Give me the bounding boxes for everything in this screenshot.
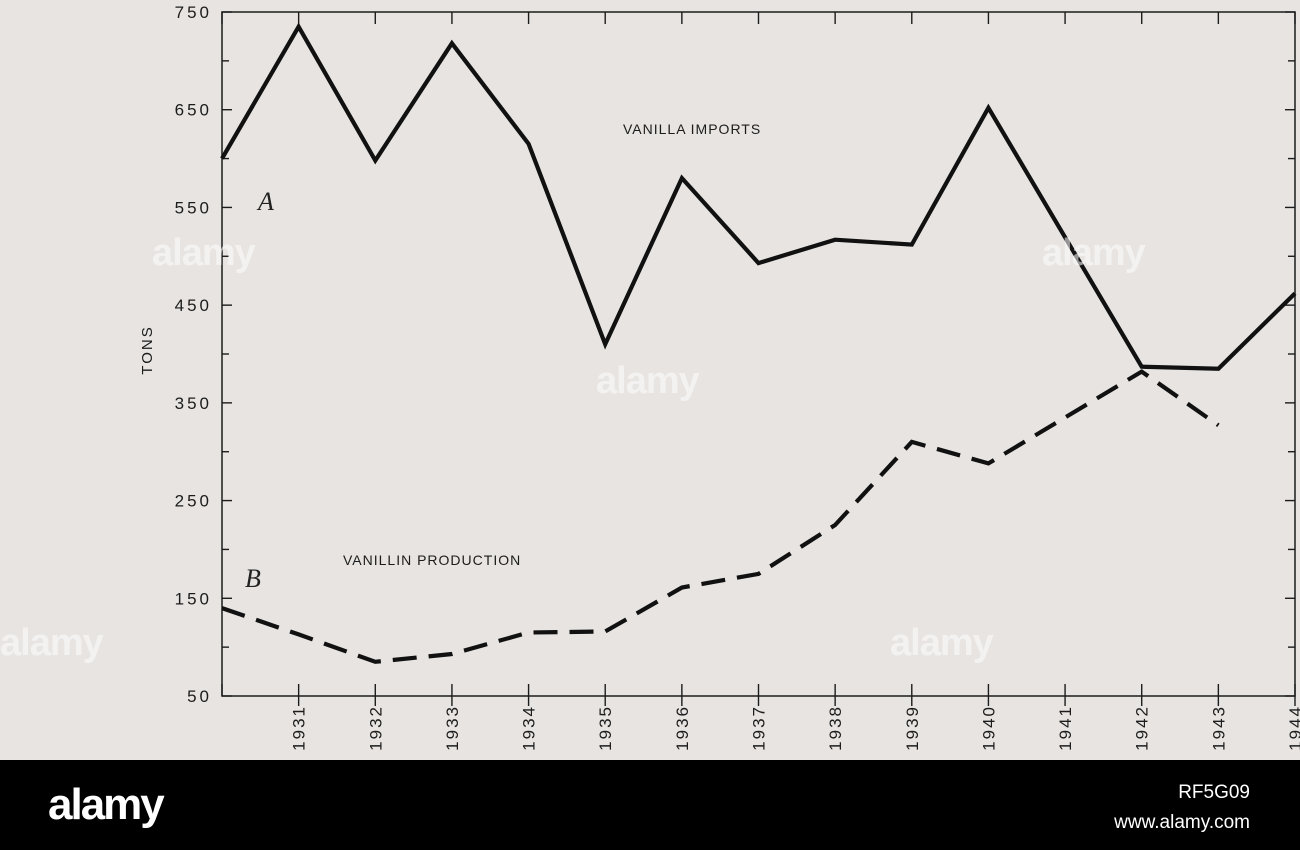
watermark: alamy: [0, 622, 104, 664]
footer-bar: alamy RF5G09 www.alamy.com: [0, 760, 1300, 850]
image-info: RF5G09 www.alamy.com: [1114, 778, 1250, 838]
site-url: www.alamy.com: [1114, 812, 1250, 833]
series-a-annotation: VANILLA IMPORTS: [623, 121, 761, 137]
x-tick-label: 1942: [1133, 705, 1152, 751]
y-tick-label: 450: [175, 296, 212, 315]
x-tick-label: 1940: [979, 705, 998, 751]
watermark: alamy: [152, 232, 256, 274]
y-tick-label: 150: [175, 589, 212, 608]
x-tick-label: 1935: [596, 705, 615, 751]
chart: 750 650 550 450 350 250 150 50 1931 1932 1933 1934…: [0, 3, 1300, 751]
y-axis-label: TONS: [139, 325, 156, 374]
watermark-layer: alamy alamy alamy alamy alamy: [0, 232, 1147, 664]
x-tick-label: 1931: [290, 705, 309, 751]
watermark: alamy: [890, 622, 994, 664]
x-tick-label: 1932: [366, 705, 385, 751]
x-tick-label: 1934: [520, 705, 539, 751]
x-tick-label: 1937: [750, 705, 769, 751]
y-tick-label: 250: [175, 492, 212, 511]
x-tick-label: 1938: [826, 705, 845, 751]
x-tick-label: 1941: [1056, 705, 1075, 751]
y-tick-label: 50: [187, 687, 212, 706]
y-axis: 750 650 550 450 350 250 150 50: [175, 3, 1295, 706]
y-tick-label: 350: [175, 394, 212, 413]
x-tick-label: 1933: [443, 705, 462, 751]
y-tick-label: 750: [175, 3, 212, 22]
series-line-a: [220, 22, 1297, 371]
series-a-letter: A: [256, 187, 274, 216]
y-tick-label: 550: [175, 198, 212, 217]
x-tick-label: 1936: [673, 705, 692, 751]
watermark: alamy: [1042, 232, 1146, 274]
series-layer: [220, 22, 1297, 664]
x-tick-label: 1939: [903, 705, 922, 751]
series-line-b: [221, 369, 1220, 664]
line-chart: 750 650 550 450 350 250 150 50 1931 1932 1933 1934…: [0, 3, 1300, 751]
x-tick-label: 1943: [1209, 705, 1228, 751]
x-axis: 1931 1932 1933 1934 1935 1936 1937 1938 1939 1940…: [221, 12, 1300, 751]
image-id: RF5G09: [1178, 782, 1250, 803]
x-tick-label: 1944: [1286, 705, 1300, 751]
watermark: alamy: [596, 360, 700, 402]
series-b-annotation: VANILLIN PRODUCTION: [343, 552, 521, 568]
y-tick-label: 650: [175, 101, 212, 120]
alamy-logo: alamy: [48, 780, 165, 829]
series-b-letter: B: [245, 564, 261, 593]
